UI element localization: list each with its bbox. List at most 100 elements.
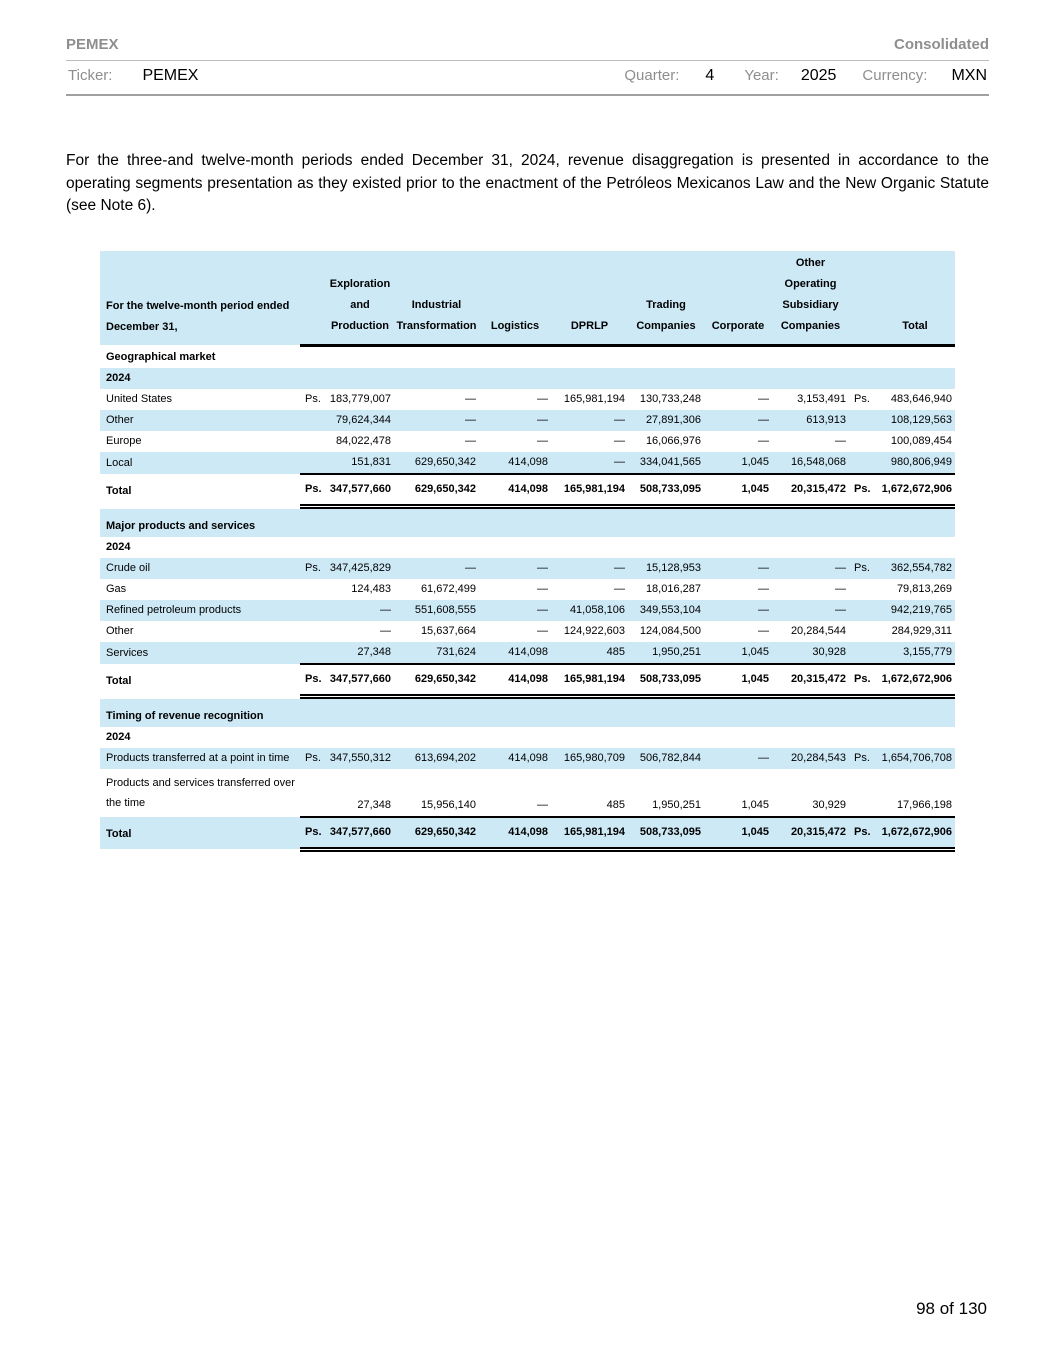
cell-other_operating_subsidiary_companies: — xyxy=(835,561,846,574)
cell-corporate: 1,045 xyxy=(704,815,772,852)
currency-prefix xyxy=(849,642,875,664)
cell-dprlp: 485 xyxy=(606,645,625,658)
currency-prefix: Ps. xyxy=(849,472,875,509)
column-header-currency-prefix xyxy=(849,250,875,347)
currency-prefix xyxy=(849,579,875,600)
currency-prefix: Ps. xyxy=(300,815,326,852)
column-header-exploration_and_production: Exploration and Production xyxy=(326,250,394,347)
currency-prefix: Ps. xyxy=(305,392,321,405)
ticker-value: PEMEX xyxy=(142,67,199,84)
cell-other_operating_subsidiary_companies: 20,315,472 xyxy=(772,815,849,852)
cell-logistics: — xyxy=(537,413,548,426)
cell-logistics: 414,098 xyxy=(479,662,551,699)
currency-prefix xyxy=(300,452,326,474)
currency-prefix xyxy=(300,621,326,642)
table-row: Crude oil Ps. 347,425,829 — — — 15,128,953 — — Ps… xyxy=(100,557,955,579)
cell-exploration_and_production: 151,831 xyxy=(351,455,391,468)
column-header-trading_companies: Trading Companies xyxy=(628,250,704,347)
cell-trading_companies: 1,950,251 xyxy=(652,645,701,658)
cell-corporate: — xyxy=(758,413,769,426)
currency-value: MXN xyxy=(951,67,987,84)
table-row: Products and services transferred over th… xyxy=(100,769,955,817)
table-row: Total Ps. 347,577,660 629,650,342 414,098 165… xyxy=(100,472,955,509)
currency-prefix xyxy=(849,600,875,621)
year-label: Year: xyxy=(744,67,779,84)
cell-exploration_and_production: 347,577,660 xyxy=(326,472,394,509)
cell-other_operating_subsidiary_companies: 16,548,068 xyxy=(790,455,846,468)
cell-trading_companies: 15,128,953 xyxy=(645,561,701,574)
row-label: Total xyxy=(106,828,132,840)
cell-other_operating_subsidiary_companies: 20,315,472 xyxy=(772,472,849,509)
row-label: Other xyxy=(106,624,134,637)
currency-prefix: Ps. xyxy=(849,815,875,852)
column-header-currency-prefix xyxy=(300,250,326,347)
table-row: Total Ps. 347,577,660 629,650,342 414,098 165… xyxy=(100,662,955,699)
section-title: Major products and services xyxy=(106,519,256,532)
table-row: Products transferred at a point in time P… xyxy=(100,747,955,769)
cell-other_operating_subsidiary_companies: 20,315,472 xyxy=(772,662,849,699)
cell-trading_companies: 124,084,500 xyxy=(639,624,701,637)
cell-other_operating_subsidiary_companies: 3,153,491 xyxy=(797,392,846,405)
cell-exploration_and_production: — xyxy=(380,624,391,637)
currency-prefix: Ps. xyxy=(854,751,870,764)
cell-corporate: 1,045 xyxy=(741,455,769,468)
quarter-value: 4 xyxy=(705,67,715,84)
cell-trading_companies: 508,733,095 xyxy=(628,472,704,509)
cell-corporate: — xyxy=(758,582,769,595)
row-label: Products and services transferred over th… xyxy=(106,776,295,809)
cell-trading_companies: 506,782,844 xyxy=(639,751,701,764)
row-label: Other xyxy=(106,413,134,426)
currency-prefix: Ps. xyxy=(305,751,321,764)
table-row: Services 27,348 731,624 414,098 485 1,950,251… xyxy=(100,641,955,664)
cell-logistics: 414,098 xyxy=(479,815,551,852)
row-label: Services xyxy=(106,646,149,659)
cell-trading_companies: 508,733,095 xyxy=(628,662,704,699)
intro-paragraph: For the three-and twelve-month periods e… xyxy=(66,152,989,214)
currency-prefix: Ps. xyxy=(300,662,326,699)
currency-prefix: Ps. xyxy=(300,472,326,509)
cell-exploration_and_production: 347,425,829 xyxy=(329,561,391,574)
row-label: Europe xyxy=(106,434,142,447)
cell-corporate: — xyxy=(758,624,769,637)
cell-trading_companies: 130,733,248 xyxy=(639,392,701,405)
section-year: 2024 xyxy=(106,540,131,553)
cell-total: 100,089,454 xyxy=(890,434,952,447)
cell-industrial_transformation: 61,672,499 xyxy=(420,582,476,595)
column-header-industrial_transformation: Industrial Transformation xyxy=(394,250,479,347)
cell-exploration_and_production: 27,348 xyxy=(357,645,391,658)
currency-prefix xyxy=(300,410,326,431)
cell-trading_companies: 27,891,306 xyxy=(645,413,701,426)
cell-dprlp: 41,058,106 xyxy=(569,603,625,616)
cell-industrial_transformation: 551,608,555 xyxy=(414,603,476,616)
row-label: Crude oil xyxy=(106,561,151,574)
cell-total: 79,813,269 xyxy=(896,582,952,595)
cell-corporate: — xyxy=(758,392,769,405)
cell-corporate: 1,045 xyxy=(741,798,769,811)
cell-industrial_transformation: — xyxy=(465,434,476,447)
cell-trading_companies: 334,041,565 xyxy=(639,455,701,468)
masthead-row-2: Ticker: PEMEX Quarter: 4 Year: 2025 Curr… xyxy=(66,61,989,96)
currency-prefix xyxy=(300,769,326,817)
cell-total: 3,155,779 xyxy=(903,645,952,658)
page-indicator: 98 of 130 xyxy=(916,1299,987,1318)
section-year: 2024 xyxy=(106,730,131,743)
ticker-label: Ticker: xyxy=(68,67,113,84)
masthead-row-1: PEMEX Consolidated xyxy=(66,36,989,61)
column-header-logistics: Logistics xyxy=(479,250,551,347)
table-row: 2024 xyxy=(100,367,955,389)
currency-prefix: Ps. xyxy=(854,561,870,574)
cell-other_operating_subsidiary_companies: 613,913 xyxy=(806,413,846,426)
cell-industrial_transformation: 15,956,140 xyxy=(420,798,476,811)
currency-prefix xyxy=(849,431,875,452)
cell-total: 942,219,765 xyxy=(890,603,952,616)
table-row: Local 151,831 629,650,342 414,098 — 334,041,5… xyxy=(100,451,955,474)
cell-total: 980,806,949 xyxy=(890,455,952,468)
cell-corporate: 1,045 xyxy=(704,472,772,509)
currency-prefix xyxy=(300,600,326,621)
cell-other_operating_subsidiary_companies: 30,929 xyxy=(812,798,846,811)
cell-total: 108,129,563 xyxy=(890,413,952,426)
cell-other_operating_subsidiary_companies: 20,284,544 xyxy=(790,624,846,637)
cell-dprlp: 165,980,709 xyxy=(563,751,625,764)
cell-industrial_transformation: — xyxy=(465,561,476,574)
